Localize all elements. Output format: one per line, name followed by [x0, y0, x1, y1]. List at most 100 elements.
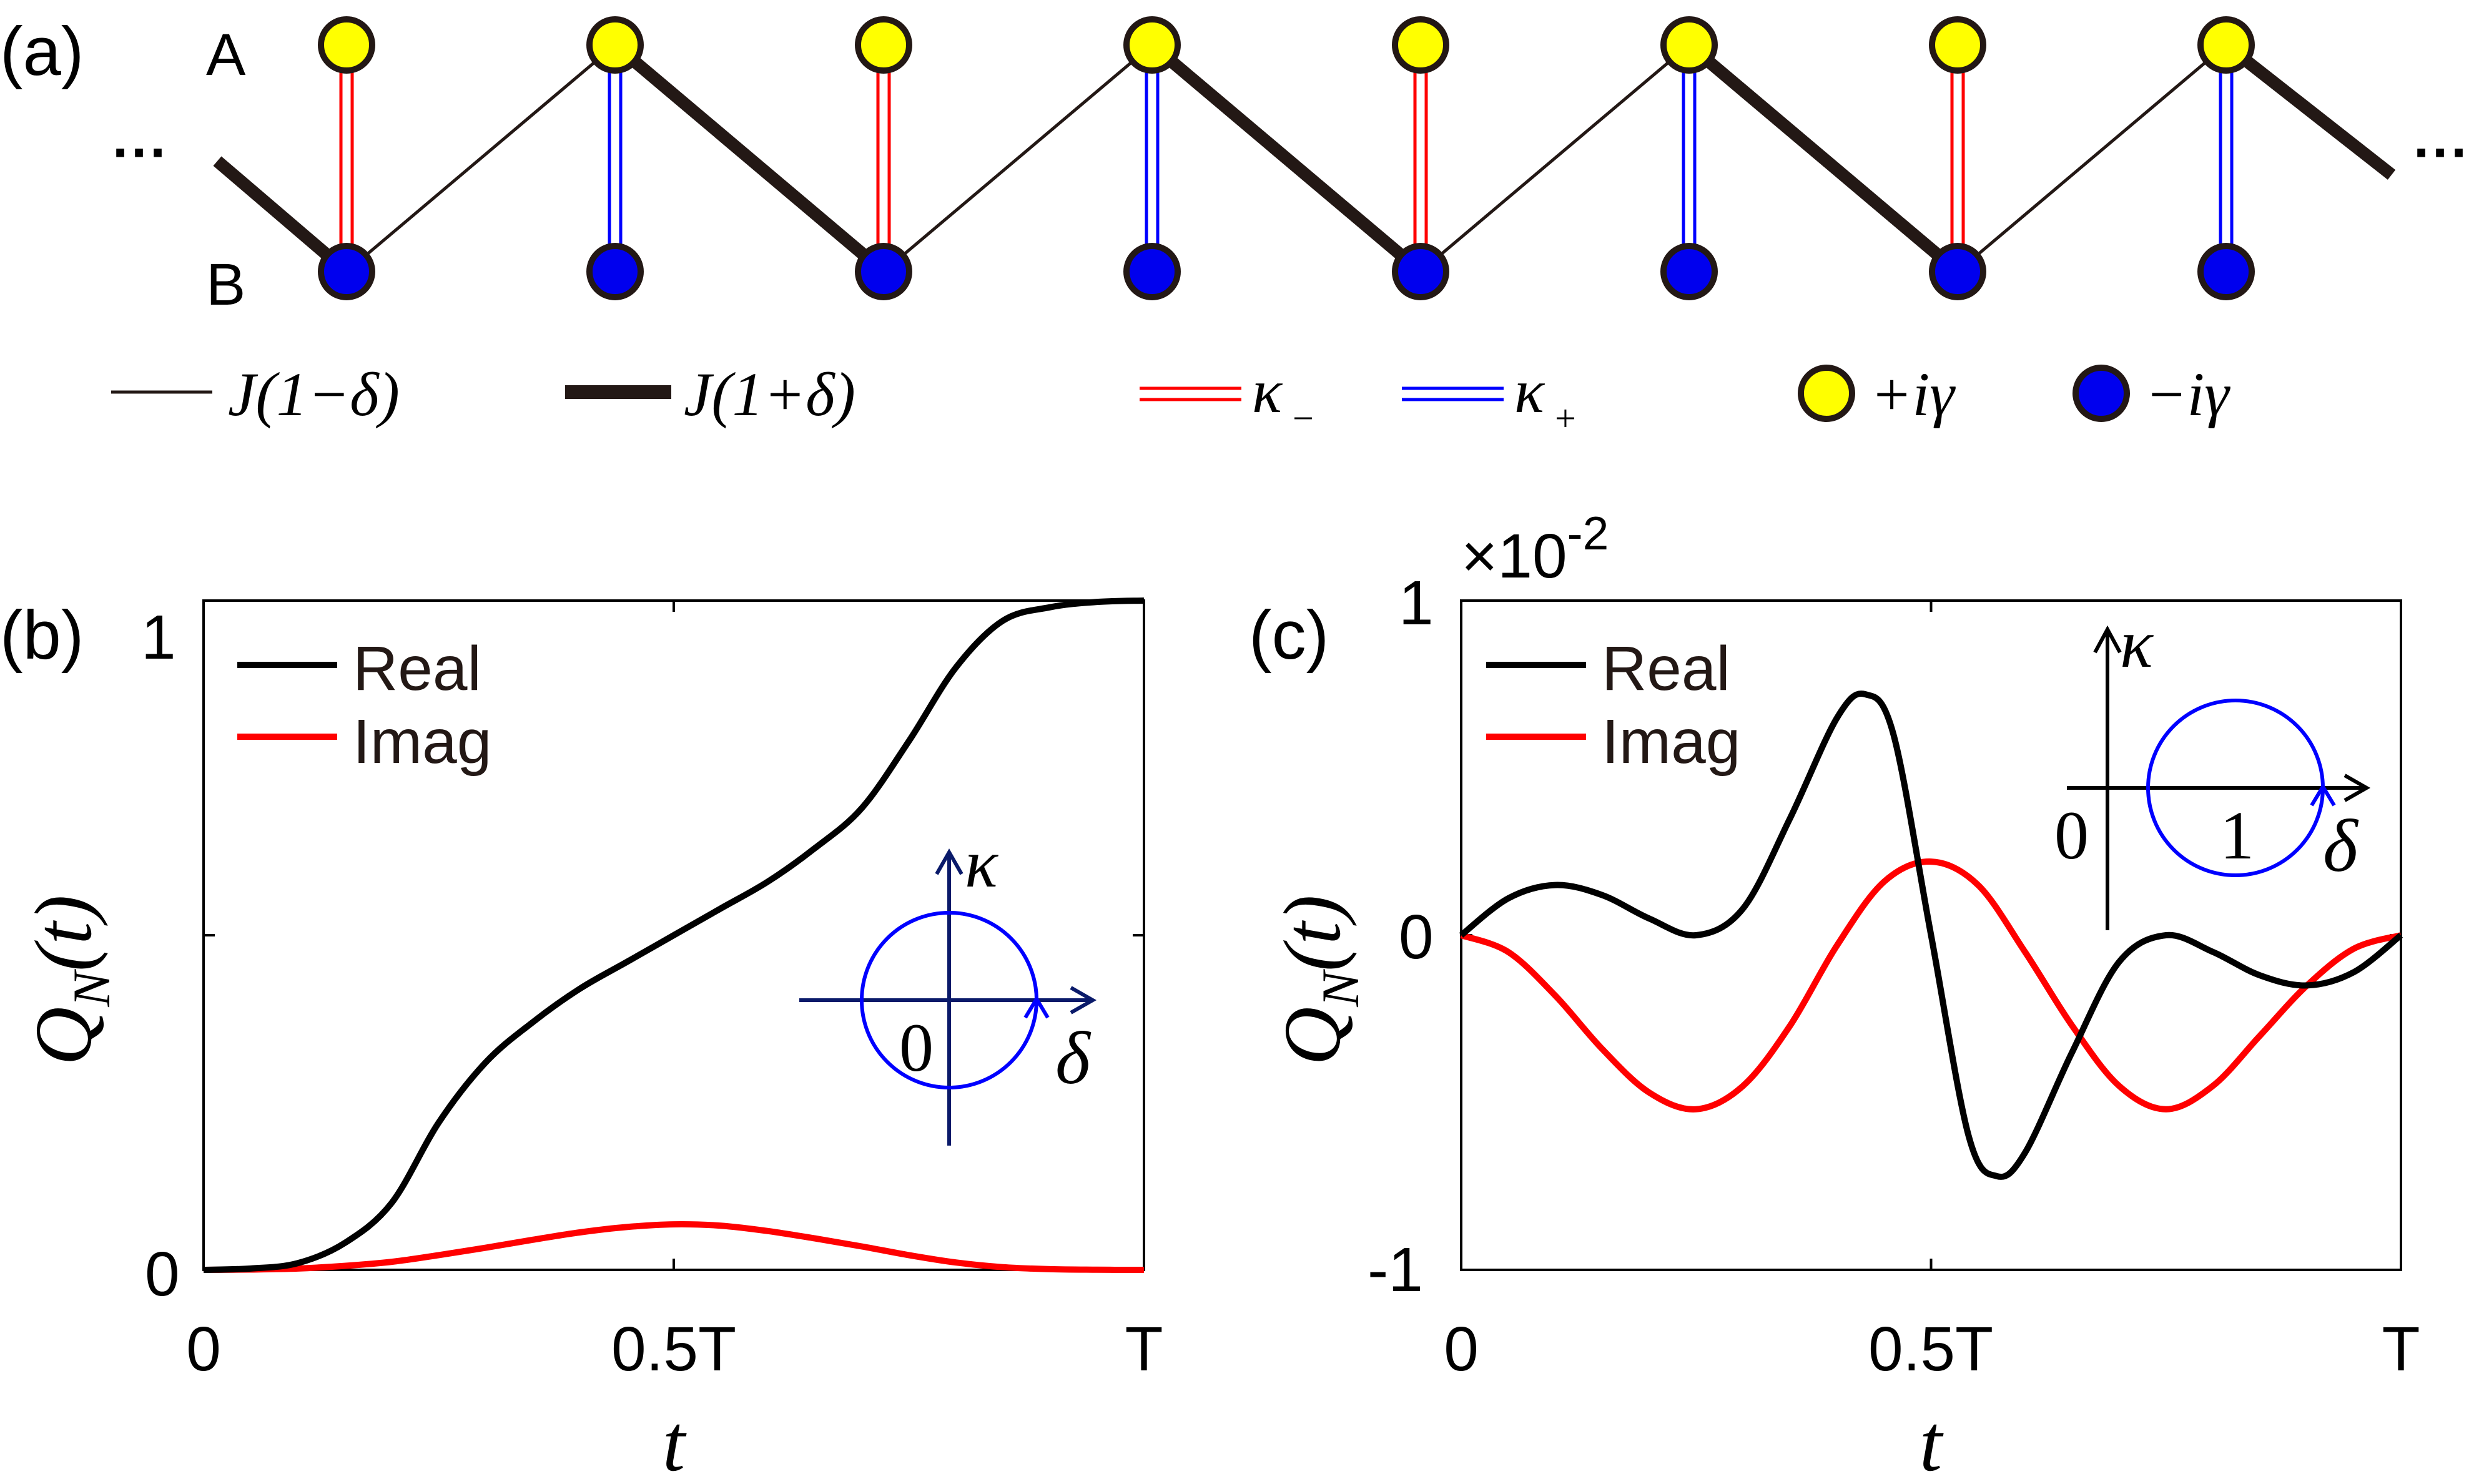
panel-b-xlabel: t: [663, 1398, 687, 1484]
site-b: [855, 243, 912, 300]
panel-c-inset-delta-label: δ: [2323, 804, 2359, 887]
panel-b-legend-imag: Imag: [353, 707, 491, 777]
panel-c-inset-tick-1: 1: [2220, 797, 2254, 873]
panel-c-ylabel-arg: (t): [1268, 895, 1358, 971]
panel-b-label: (b): [0, 597, 84, 674]
panel-c-ylabel-sub: N: [1311, 969, 1370, 1008]
svg-text:QN(t): QN(t): [1268, 895, 1370, 1065]
site-a: [1929, 16, 1986, 74]
panel-b-xtick-T: T: [1125, 1314, 1163, 1384]
bond-thin: [1419, 44, 1690, 273]
panel-c-ytick-0: 0: [1399, 902, 1434, 972]
site-a: [855, 16, 912, 74]
panel-a-legend: J(1−δ) J(1+δ) κ − κ + +iγ −iγ: [111, 356, 2230, 439]
panel-c-inset-loop-arrow: [2310, 783, 2336, 807]
ellipsis-right: ···: [2413, 122, 2470, 184]
panel-a-label: (a): [0, 13, 84, 90]
site-b: [586, 243, 644, 300]
panel-b-inset: κ δ 0: [799, 825, 1097, 1146]
panel-c-series-real: [1459, 690, 2403, 1180]
panel-c-label: (c): [1249, 597, 1329, 674]
panel-c-inset: κ δ 0 1: [2054, 606, 2371, 930]
panel-b-inset-delta-label: δ: [1055, 1016, 1092, 1099]
panel-b-series-imag: [203, 1221, 1145, 1273]
site-a: [318, 16, 375, 74]
legend-loss-site: [2073, 365, 2130, 422]
panel-b-series-real: [203, 597, 1145, 1273]
panel-b-legend: Real Imag: [237, 634, 491, 777]
panel-c-multiplier-exp: -2: [1567, 507, 1609, 559]
legend-thick-label: J(1+δ): [684, 360, 855, 429]
panel-b-legend-real: Real: [353, 634, 481, 704]
panel-b-ytick-0: 0: [145, 1239, 180, 1309]
panel-c-inset-delta-arrow: [2344, 774, 2371, 802]
panel-c-ytick-neg1: -1: [1368, 1235, 1423, 1305]
site-b: [1660, 243, 1718, 300]
panel-c-ylabel: QN(t): [1268, 895, 1370, 1065]
legend-thin-label: J(1−δ): [228, 360, 400, 429]
bond-thin: [1956, 44, 2227, 273]
svg-text:QN(t): QN(t): [19, 895, 121, 1065]
panel-c-multiplier: ×10-2: [1461, 507, 1609, 591]
panel-c-series: [1459, 690, 2403, 1180]
panel-b-inset-origin: 0: [899, 1010, 934, 1086]
legend-kappa-minus-label: κ: [1252, 356, 1283, 426]
ssh-chain: [213, 16, 2396, 300]
legend-kappa-minus-sub: −: [1293, 398, 1314, 439]
panel-b-inset-loop-arrow: [1023, 995, 1050, 1019]
bond-thick: [611, 40, 888, 277]
panel-c-inset-kappa-label: κ: [2120, 606, 2154, 682]
panel-c-xtick-T: T: [2382, 1314, 2420, 1384]
row-a-label: A: [206, 22, 246, 88]
legend-kappa-plus-label: κ: [1514, 356, 1545, 426]
panel-b: (b) QN(t) 1 0 0 0.5T T t Real Imag κ: [0, 597, 1163, 1484]
panel-b-ytick-1: 1: [141, 602, 176, 672]
panel-b-inset-kappa-label: κ: [965, 825, 998, 902]
legend-gain-label: +iγ: [1870, 360, 1956, 429]
site-a: [1660, 16, 1718, 74]
site-b: [1392, 243, 1449, 300]
panel-c-xlabel: t: [1920, 1398, 1944, 1484]
bond-thick: [1685, 40, 1962, 277]
site-b: [1123, 243, 1181, 300]
panel-c-xtick-half: 0.5T: [1868, 1314, 1993, 1384]
site-a: [586, 16, 644, 74]
site-b: [1929, 243, 1986, 300]
panel-c-ylabel-main: Q: [1268, 1007, 1358, 1066]
site-b: [2197, 243, 2255, 300]
site-b: [318, 243, 375, 300]
site-a: [1392, 16, 1449, 74]
panel-c-inset-origin: 0: [2054, 797, 2089, 873]
panel-b-inset-kappa-arrow: [935, 848, 964, 875]
site-a: [2197, 16, 2255, 74]
panel-c-multiplier-prefix: ×10: [1461, 521, 1567, 591]
panel-c-legend: Real Imag: [1486, 634, 1740, 777]
panel-b-ylabel-sub: N: [62, 969, 121, 1008]
panel-c-xtick-0: 0: [1444, 1314, 1479, 1384]
site-a: [1123, 16, 1181, 74]
panel-c-ytick-1: 1: [1399, 568, 1434, 638]
panel-b-inset-delta-arrow: [1070, 986, 1097, 1015]
panel-c-legend-imag: Imag: [1602, 707, 1740, 777]
panel-a: (a) A B ··· ··· J(1−δ) J(1+δ) κ − κ + +i…: [0, 13, 2470, 439]
bond-thick-stub-right: [2222, 40, 2396, 180]
panel-b-series: [203, 597, 1145, 1273]
panel-c-inset-kappa-arrow: [2093, 625, 2122, 654]
ellipsis-left: ···: [112, 122, 169, 184]
panel-b-xtick-half: 0.5T: [611, 1314, 736, 1384]
bond-thin: [882, 44, 1153, 273]
panel-b-ylabel-main: Q: [19, 1007, 109, 1066]
panel-c: (c) ×10-2 QN(t) 1 0 -1 0 0.5T T t Real I…: [1249, 507, 2420, 1484]
legend-kappa-plus-sub: +: [1555, 398, 1576, 439]
panel-c-series-imag: [1460, 858, 2402, 1113]
bond-thick: [1148, 40, 1425, 277]
panel-b-xtick-0: 0: [186, 1314, 221, 1384]
row-b-label: B: [206, 252, 245, 318]
bond-thin: [345, 44, 616, 273]
legend-gain-site: [1798, 365, 1855, 422]
panel-c-legend-real: Real: [1602, 634, 1730, 704]
panel-b-ylabel-arg: (t): [19, 895, 109, 971]
panel-b-ylabel: QN(t): [19, 895, 121, 1065]
legend-loss-label: −iγ: [2145, 360, 2230, 429]
